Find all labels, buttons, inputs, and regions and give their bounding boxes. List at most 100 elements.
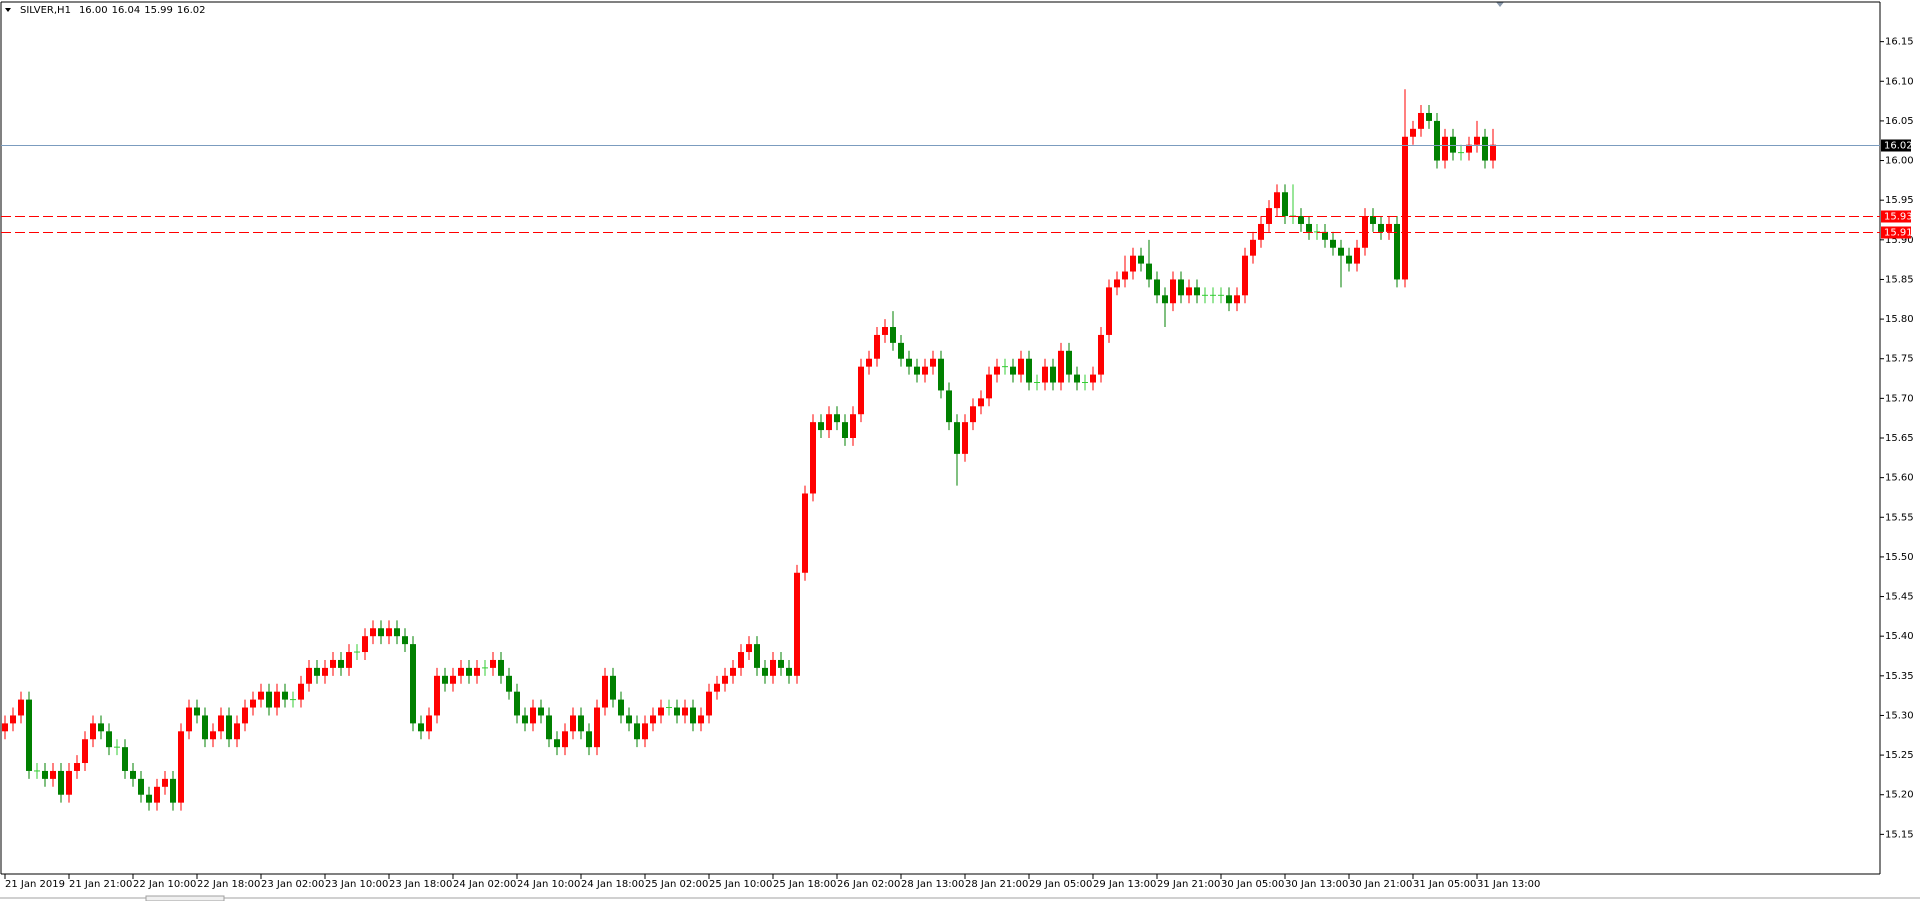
price-label-box [1881,226,1911,239]
x-tick-label: 24 Jan 18:00 [581,879,644,890]
candle-body [194,707,200,716]
x-tick-label: 26 Jan 02:00 [837,879,900,890]
x-tick-label: 31 Jan 05:00 [1413,879,1476,890]
candle-body [770,659,776,676]
x-tick-label: 30 Jan 21:00 [1349,879,1412,890]
candle-body [1282,192,1288,217]
candle-body [498,659,504,676]
y-tick-label: 15.25 [1885,750,1914,761]
candle-body [138,778,144,795]
candle-body [162,778,168,787]
candle-body [810,422,816,494]
candle-body [490,659,496,668]
candle-body [122,747,128,771]
candle-body [1418,112,1424,129]
candle-body [898,342,904,359]
candle-body [706,691,712,716]
y-tick-label: 15.70 [1885,393,1914,404]
candle-body [1026,358,1032,383]
candle-body [914,366,920,375]
candle-body [1226,295,1232,304]
candle-body [1098,334,1104,375]
candle-body [1378,223,1384,232]
candle-body [402,636,408,645]
y-tick-label: 16.05 [1885,116,1914,127]
x-tick-label: 25 Jan 10:00 [709,879,772,890]
candle-body [514,691,520,716]
candle-body [722,675,728,684]
candle-body [618,699,624,716]
y-tick-label: 16.15 [1885,37,1914,48]
candle-body [802,493,808,573]
y-tick-label: 15.55 [1885,512,1914,523]
candle-body [546,715,552,740]
x-tick-label: 31 Jan 13:00 [1477,879,1540,890]
candle-body [74,763,80,771]
header-high: 16.04 [112,5,141,16]
price-label: 15.93 [1884,212,1913,223]
candle-body [874,334,880,359]
x-tick-label: 22 Jan 10:00 [133,879,196,890]
candle-body [818,422,824,431]
candle-body [1242,255,1248,296]
candle-body [1178,279,1184,296]
candle-body [1490,144,1496,161]
candle-body [106,731,112,748]
candle-body [1482,136,1488,161]
candle-body [378,628,384,637]
y-tick-label: 15.50 [1885,552,1914,563]
candle-body [1066,350,1072,375]
candle-body [1162,295,1168,304]
candle-body [1250,239,1256,256]
candle-body [186,707,192,732]
y-tick-label: 16.00 [1885,156,1914,167]
candle-body [538,707,544,716]
header-low: 15.99 [144,5,173,16]
candle-body [674,707,680,716]
candle-body [474,667,480,676]
candle-body [1434,120,1440,161]
candle-body [834,414,840,423]
candle-body [146,794,152,803]
candle-body [218,715,224,732]
candle-body [1042,366,1048,383]
candle-body [1346,255,1352,264]
candle-body [1338,247,1344,256]
candle-body [1402,136,1408,280]
candle-body [882,327,888,335]
candle-body [242,707,248,724]
candle-body [1194,287,1200,296]
collapse-arrow[interactable] [5,8,11,12]
x-tick-label: 28 Jan 21:00 [965,879,1028,890]
candle-body [314,667,320,676]
candle-body [650,715,656,724]
candle-body [250,699,256,708]
candle-body [1114,279,1120,288]
candle-body [458,667,464,676]
candle-body [1050,366,1056,383]
x-tick-label: 28 Jan 13:00 [901,879,964,890]
candle-body [1130,255,1136,272]
candle-body [714,683,720,692]
candle-body [178,731,184,803]
candle-body [1010,366,1016,375]
candle-body [226,715,232,740]
y-tick-label: 15.75 [1885,354,1914,365]
candle-body [994,366,1000,375]
candle-body [954,422,960,454]
candle-body [1394,223,1400,280]
chart-tab[interactable] [145,895,225,901]
candle-body [626,715,632,724]
candle-body [154,786,160,803]
candle-body [522,715,528,724]
candle-body [50,770,56,779]
candle-body [210,731,216,740]
y-tick-label: 15.45 [1885,592,1914,603]
candle-body [10,715,16,724]
candle-body [282,691,288,700]
candle-body [906,358,912,367]
candle-body [986,374,992,399]
candle-body [738,652,744,668]
candle-body [746,644,752,653]
price-label-box [1881,210,1911,223]
